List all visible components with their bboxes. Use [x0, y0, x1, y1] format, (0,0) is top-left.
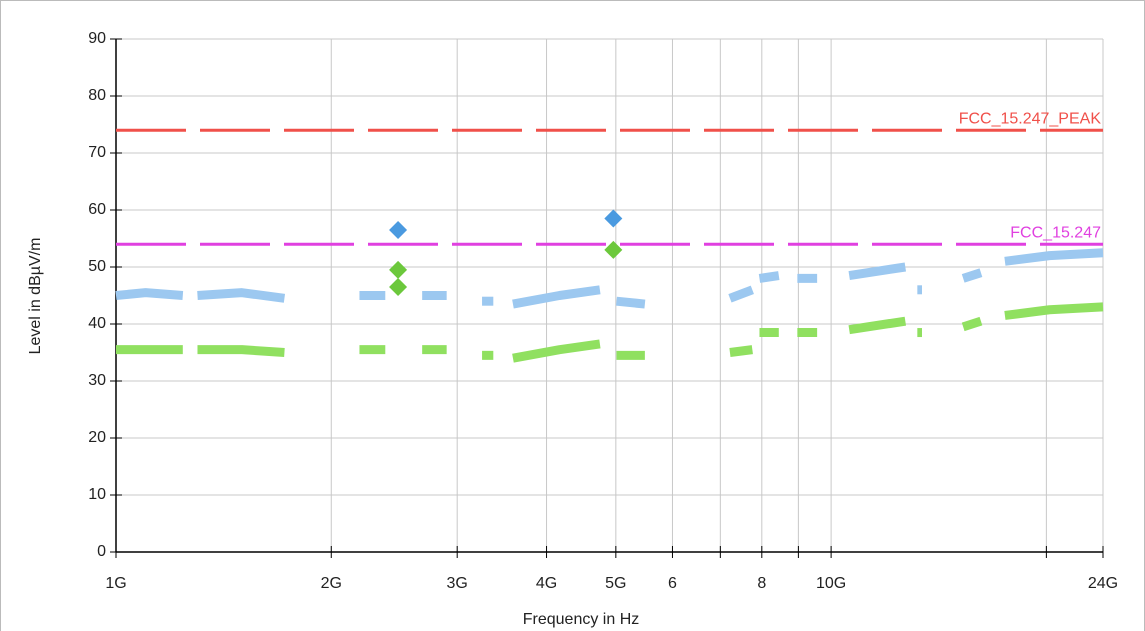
x-tick-label: 5G	[605, 575, 626, 592]
trace	[197, 345, 285, 357]
limit-label: FCC_15.247_PEAK	[959, 110, 1102, 127]
x-tick-label: 8	[757, 575, 766, 592]
trace	[961, 316, 983, 332]
trace	[758, 271, 780, 283]
y-tick-label: 60	[88, 201, 106, 218]
marker	[604, 209, 623, 228]
trace	[616, 296, 646, 309]
x-tick-label: 1G	[105, 575, 126, 592]
limit-label: FCC_15.247	[1010, 224, 1101, 241]
trace	[1004, 248, 1104, 266]
y-tick-label: 0	[97, 543, 106, 560]
x-tick-label: 6	[668, 575, 677, 592]
marker	[604, 240, 623, 259]
y-axis-label: Level in dBµV/m	[27, 238, 44, 355]
trace	[1004, 302, 1104, 320]
y-tick-label: 90	[88, 30, 106, 47]
x-tick-label: 3G	[447, 575, 468, 592]
x-axis-label: Frequency in Hz	[523, 611, 640, 628]
y-tick-label: 50	[88, 258, 106, 275]
trace	[729, 345, 753, 357]
trace	[512, 285, 601, 309]
marker	[389, 220, 408, 239]
x-tick-label: 24G	[1088, 575, 1118, 592]
trace	[961, 268, 983, 283]
y-tick-label: 20	[88, 429, 106, 446]
marker	[389, 277, 408, 296]
marker	[389, 260, 408, 279]
trace	[848, 262, 907, 280]
x-tick-label: 2G	[321, 575, 342, 592]
trace	[115, 288, 184, 300]
y-tick-label: 70	[88, 144, 106, 161]
y-tick-label: 10	[88, 486, 106, 503]
x-tick-label: 4G	[536, 575, 557, 592]
y-tick-label: 40	[88, 315, 106, 332]
trace	[512, 339, 601, 363]
trace	[848, 316, 907, 335]
x-tick-label: 10G	[816, 575, 846, 592]
trace	[728, 285, 754, 303]
trace	[197, 288, 286, 303]
y-tick-label: 80	[88, 87, 106, 104]
y-tick-label: 30	[88, 372, 106, 389]
